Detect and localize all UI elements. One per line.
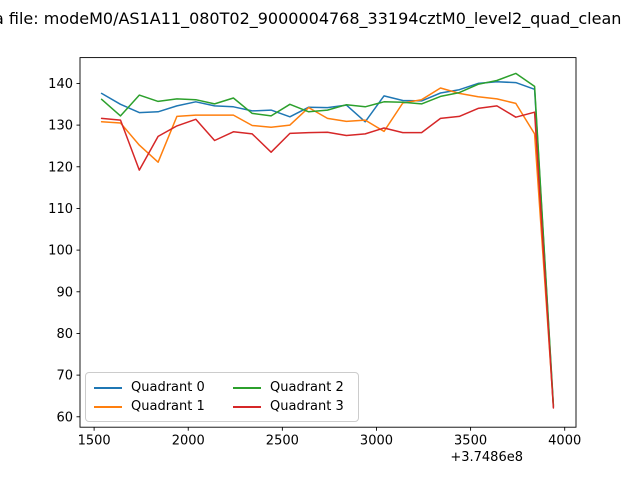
y-tick-label: 90	[56, 285, 73, 300]
legend-entry-quadrant-3: Quadrant 3	[233, 397, 350, 416]
legend-entry-quadrant-2: Quadrant 2	[233, 378, 350, 397]
x-axis-offset-text: +3.7486e8	[450, 450, 523, 465]
x-tick-label: 2500	[266, 434, 299, 449]
y-tick-label: 80	[56, 327, 73, 342]
legend: Quadrant 0 Quadrant 1 Quadrant 2 Quadran…	[85, 372, 359, 422]
y-tick-label: 70	[56, 369, 73, 384]
y-tick-label: 100	[48, 244, 73, 259]
legend-line-sample-quadrant-0	[94, 386, 122, 389]
legend-label-quadrant-0: Quadrant 0	[131, 380, 205, 395]
y-tick-label: 120	[48, 160, 73, 175]
y-tick-label: 110	[48, 202, 73, 217]
x-tick-label: 2000	[172, 434, 205, 449]
y-tick-label: 60	[56, 410, 73, 425]
x-tick-label: 4000	[548, 434, 581, 449]
series-line-quadrant-2	[100, 72, 555, 406]
series-line-quadrant-1	[100, 87, 555, 407]
series-group	[100, 72, 555, 409]
legend-entry-quadrant-0: Quadrant 0	[94, 378, 211, 397]
legend-line-sample-quadrant-1	[94, 405, 122, 408]
axes-frame	[79, 57, 577, 428]
x-tick-label: 3000	[360, 434, 393, 449]
chart-title: a file: modeM0/AS1A11_080T02_9000004768_…	[0, 9, 622, 28]
y-axis: 60 70 80 90 100 110 120 130 140	[48, 77, 80, 425]
x-axis: 1500 2000 2500 3000 3500 4000 +3.7486e8	[78, 427, 581, 465]
x-tick-label: 3500	[454, 434, 487, 449]
y-tick-label: 130	[48, 119, 73, 134]
legend-label-quadrant-2: Quadrant 2	[270, 380, 344, 395]
x-tick-label: 1500	[78, 434, 111, 449]
series-line-quadrant-3	[100, 105, 555, 409]
legend-line-sample-quadrant-2	[233, 386, 261, 389]
legend-label-quadrant-3: Quadrant 3	[270, 399, 344, 414]
y-tick-label: 140	[48, 77, 73, 92]
legend-entry-quadrant-1: Quadrant 1	[94, 397, 211, 416]
legend-line-sample-quadrant-3	[233, 405, 261, 408]
legend-label-quadrant-1: Quadrant 1	[131, 399, 205, 414]
series-line-quadrant-0	[100, 81, 555, 408]
